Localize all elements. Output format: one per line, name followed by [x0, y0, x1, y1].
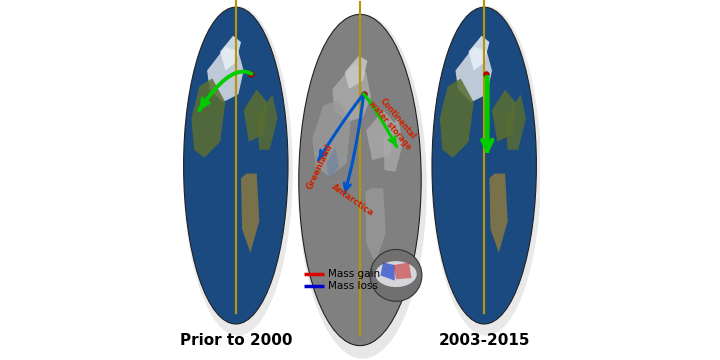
Polygon shape — [243, 90, 267, 142]
Polygon shape — [380, 262, 395, 280]
Polygon shape — [192, 78, 225, 158]
Ellipse shape — [370, 249, 422, 301]
Polygon shape — [366, 188, 386, 263]
Ellipse shape — [375, 261, 417, 287]
Text: Prior to 2000: Prior to 2000 — [179, 333, 292, 348]
Polygon shape — [207, 47, 243, 102]
Ellipse shape — [298, 14, 427, 359]
Polygon shape — [333, 64, 371, 122]
Polygon shape — [326, 147, 338, 180]
Ellipse shape — [183, 6, 293, 336]
Ellipse shape — [432, 7, 536, 324]
Polygon shape — [490, 174, 508, 253]
Text: 2003-2015: 2003-2015 — [438, 333, 530, 348]
Polygon shape — [220, 36, 241, 71]
Ellipse shape — [299, 14, 421, 346]
Ellipse shape — [184, 7, 288, 324]
Text: Continental
water storage: Continental water storage — [366, 93, 420, 152]
Polygon shape — [456, 47, 492, 102]
Text: Mass loss: Mass loss — [328, 281, 377, 291]
Polygon shape — [505, 94, 526, 150]
Polygon shape — [345, 56, 367, 89]
Polygon shape — [469, 36, 490, 71]
Text: Greenland: Greenland — [306, 143, 335, 191]
Text: Antarctica: Antarctica — [330, 182, 375, 218]
Ellipse shape — [431, 6, 541, 336]
Polygon shape — [366, 111, 394, 160]
Polygon shape — [312, 100, 351, 177]
Polygon shape — [241, 174, 259, 253]
Polygon shape — [383, 117, 403, 172]
Text: Mass gain: Mass gain — [328, 269, 379, 279]
Polygon shape — [257, 94, 278, 150]
Polygon shape — [492, 90, 516, 142]
Polygon shape — [440, 78, 474, 158]
Polygon shape — [393, 262, 412, 279]
